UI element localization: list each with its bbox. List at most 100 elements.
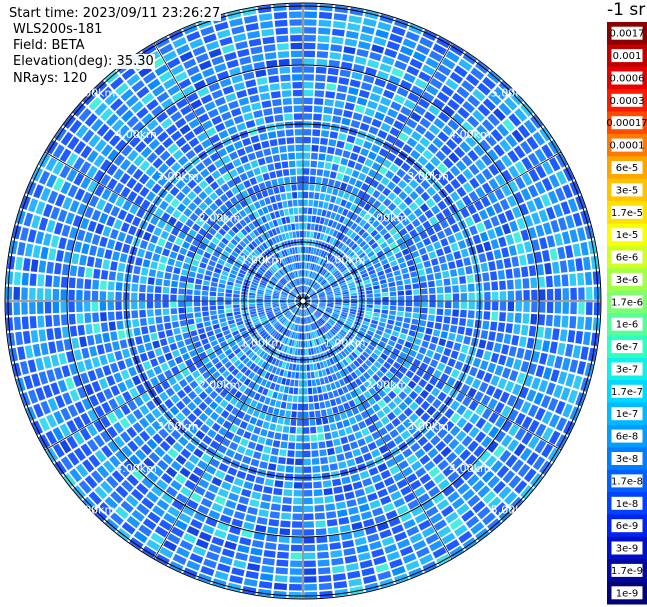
- range-gate-cell: [47, 190, 59, 205]
- range-gate-cell: [354, 225, 362, 233]
- range-gate-cell: [316, 362, 321, 370]
- range-gate-cell: [462, 195, 472, 206]
- range-gate-cell: [321, 335, 327, 343]
- range-gate-cell: [290, 281, 295, 287]
- range-gate-cell: [304, 299, 311, 301]
- range-gate-cell: [459, 141, 471, 153]
- range-gate-cell: [182, 196, 192, 207]
- range-gate-cell: [341, 117, 351, 126]
- range-gate-cell: [381, 309, 389, 315]
- range-gate-cell: [237, 544, 250, 554]
- range-gate-cell: [154, 293, 161, 301]
- range-gate-cell: [55, 340, 64, 353]
- range-gate-cell: [514, 176, 526, 190]
- range-gate-cell: [310, 304, 317, 308]
- range-gate-cell: [469, 225, 478, 236]
- range-gate-cell: [184, 256, 193, 264]
- range-gate-cell: [175, 117, 187, 129]
- range-gate-cell: [169, 251, 178, 259]
- range-gate-cell: [435, 315, 443, 323]
- range-gate-cell: [295, 270, 298, 278]
- range-gate-cell: [281, 278, 287, 284]
- range-gate-cell: [275, 324, 282, 330]
- range-gate-cell: [402, 448, 413, 458]
- range-gate-cell: [162, 301, 169, 308]
- range-gate-cell: [318, 292, 325, 296]
- range-gate-cell: [487, 149, 499, 162]
- range-gate-cell: [215, 469, 226, 480]
- range-gate-cell: [351, 243, 358, 251]
- range-gate-cell: [102, 226, 112, 237]
- range-gate-cell: [129, 135, 141, 148]
- range-gate-cell: [319, 303, 326, 306]
- range-gate-cell: [123, 459, 136, 472]
- range-gate-cell: [259, 282, 267, 287]
- range-gate-cell: [278, 326, 284, 333]
- range-gate-cell: [289, 247, 293, 255]
- range-gate-cell: [303, 443, 311, 450]
- range-gate-cell: [514, 279, 522, 289]
- range-gate-cell: [562, 403, 573, 418]
- range-gate-cell: [334, 588, 349, 597]
- range-gate-cell: [387, 192, 397, 201]
- range-gate-cell: [228, 364, 236, 373]
- range-gate-cell: [334, 493, 345, 502]
- range-gate-cell: [317, 161, 325, 169]
- range-gate-cell: [308, 307, 314, 313]
- range-gate-cell: [262, 172, 270, 181]
- range-gate-cell: [274, 235, 280, 243]
- range-gate-cell: [273, 263, 280, 270]
- range-gate-cell: [313, 347, 317, 355]
- range-gate-cell: [304, 317, 307, 324]
- range-gate-cell: [284, 481, 293, 489]
- range-gate-cell: [406, 454, 418, 465]
- range-gate-cell: [303, 191, 309, 199]
- range-gate-cell: [59, 423, 71, 437]
- range-gate-cell: [158, 263, 166, 271]
- range-gate-cell: [288, 434, 296, 442]
- range-gate-cell: [343, 46, 356, 55]
- range-gate-cell: [418, 214, 428, 224]
- range-gate-cell: [498, 102, 512, 116]
- azimuth-spoke: [302, 151, 562, 302]
- range-gate-cell: [414, 395, 424, 406]
- range-gate-cell: [202, 524, 215, 535]
- range-gate-cell: [93, 268, 101, 279]
- range-gate-cell: [96, 391, 107, 404]
- range-gate-cell: [232, 265, 240, 272]
- range-gate-cell: [292, 395, 298, 403]
- range-gate-cell: [343, 301, 350, 304]
- range-gate-cell: [216, 416, 226, 426]
- range-gate-cell: [139, 173, 150, 185]
- range-gate-cell: [318, 567, 331, 575]
- range-gate-cell: [405, 31, 420, 42]
- range-gate-cell: [136, 503, 150, 516]
- range-gate-cell: [242, 263, 250, 269]
- range-gate-cell: [128, 366, 137, 377]
- range-gate-cell: [129, 454, 141, 467]
- range-gate-cell: [412, 235, 421, 244]
- range-gate-cell: [45, 275, 53, 287]
- range-gate-cell: [319, 233, 325, 241]
- range-gate-cell: [258, 284, 266, 289]
- range-gate-cell: [468, 426, 480, 439]
- range-gate-cell: [55, 395, 66, 409]
- range-gate-cell: [469, 177, 480, 189]
- range-gate-cell: [283, 370, 288, 378]
- range-gate-cell: [426, 273, 434, 281]
- range-gate-cell: [470, 521, 485, 535]
- range-gate-cell: [102, 259, 111, 270]
- range-gate-cell: [513, 398, 525, 411]
- range-gate-cell: [462, 409, 474, 420]
- range-gate-cell: [342, 150, 351, 159]
- range-gate-cell: [283, 310, 290, 315]
- range-gate-cell: [318, 441, 326, 449]
- range-gate-cell: [220, 410, 230, 419]
- range-gate-cell: [311, 297, 318, 300]
- range-gate-cell: [480, 196, 491, 208]
- range-gate-cell: [157, 373, 166, 383]
- range-gate-cell: [577, 272, 585, 286]
- range-gate-cell: [336, 421, 344, 430]
- range-gate-cell: [348, 251, 355, 259]
- range-gate-cell: [296, 278, 299, 286]
